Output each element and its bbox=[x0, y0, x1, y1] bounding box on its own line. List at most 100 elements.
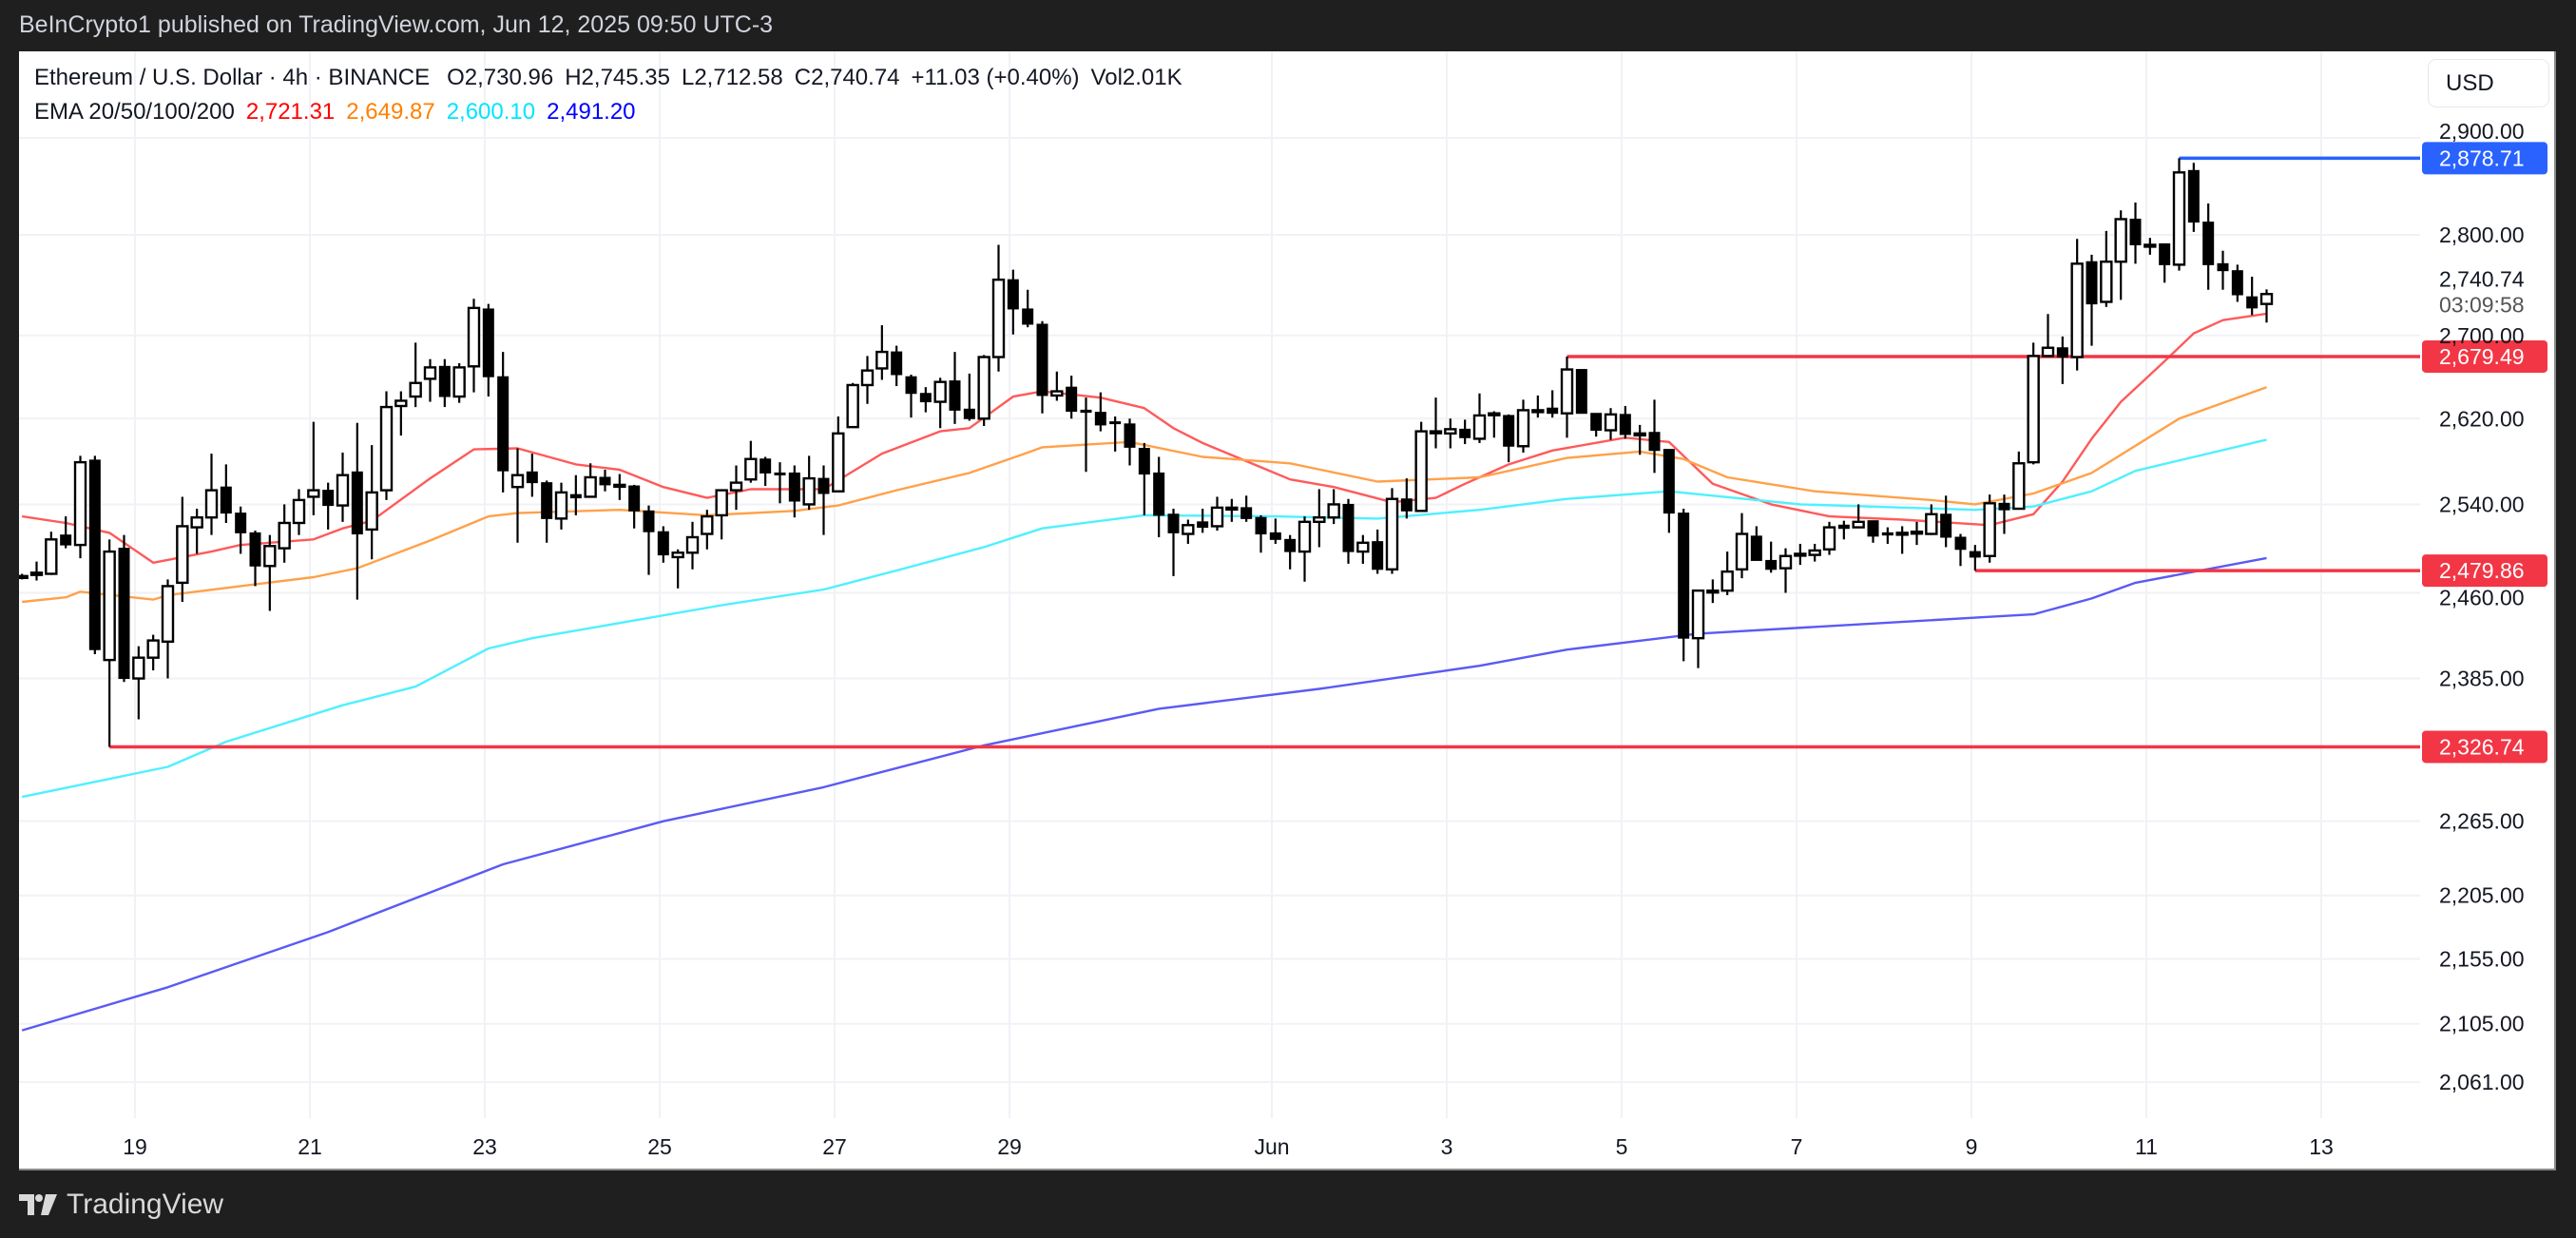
candle-body bbox=[1182, 524, 1195, 535]
candle-down bbox=[949, 352, 961, 424]
candle-body bbox=[1881, 532, 1894, 536]
candle-down bbox=[1750, 526, 1762, 561]
candle-body bbox=[1794, 552, 1807, 557]
candle-up bbox=[1895, 526, 1909, 554]
tradingview-logo-icon bbox=[19, 1194, 57, 1215]
candle-up bbox=[292, 489, 306, 535]
candle-body bbox=[613, 483, 626, 489]
candle-down bbox=[1109, 416, 1122, 452]
candle-body bbox=[1342, 503, 1355, 552]
ema-legend[interactable]: EMA 20/50/100/200 2,721.31 2,649.87 2,600.1… bbox=[34, 99, 647, 126]
time-tick-label: 21 bbox=[298, 1134, 322, 1159]
candle-down bbox=[88, 455, 101, 655]
candle-down bbox=[1969, 545, 1981, 571]
logo-text: TradingView bbox=[67, 1189, 224, 1220]
ema-label: EMA 20/50/100/200 bbox=[34, 99, 235, 125]
currency-button[interactable]: USD bbox=[2428, 59, 2549, 107]
candle-countdown: 03:09:58 bbox=[2439, 292, 2525, 317]
candle-body bbox=[220, 486, 232, 514]
time-tick-label: 11 bbox=[2135, 1134, 2158, 1159]
candle-down bbox=[1954, 533, 1967, 567]
candle-up bbox=[409, 342, 422, 408]
candle-down bbox=[963, 373, 975, 421]
ema50-value: 2,649.87 bbox=[346, 99, 435, 125]
candle-body bbox=[307, 489, 320, 498]
tradingview-logo[interactable]: TradingView bbox=[19, 1189, 223, 1221]
candle-body bbox=[2172, 171, 2186, 266]
candle-body bbox=[1225, 506, 1239, 512]
time-axis[interactable]: 19 21 23 25 27 29 Jun 3 5 7 9 11 13 bbox=[123, 1134, 2334, 1159]
price-tick-label: 2,155.00 bbox=[2439, 946, 2525, 971]
price-tick-label: 2,385.00 bbox=[2439, 667, 2525, 691]
candle-body bbox=[919, 393, 932, 403]
candle-body bbox=[2129, 218, 2142, 245]
candle-up bbox=[1414, 421, 1428, 513]
price-tick-label: 2,700.00 bbox=[2439, 323, 2525, 348]
candle-body bbox=[554, 491, 568, 520]
time-tick-label: 25 bbox=[647, 1134, 672, 1159]
level-lines bbox=[109, 156, 2420, 749]
candle-down bbox=[1022, 289, 1034, 328]
price-tick-label: 2,205.00 bbox=[2439, 883, 2525, 908]
candle-up bbox=[977, 355, 990, 427]
candle-body bbox=[2231, 270, 2243, 296]
candle-up bbox=[1925, 504, 1938, 535]
candle-body bbox=[744, 457, 758, 481]
candle-body bbox=[1575, 369, 1587, 415]
ema-lines bbox=[21, 312, 2267, 1032]
candle-up bbox=[190, 509, 203, 554]
price-axis[interactable]: 2,900.00 2,800.00 2,700.00 2,620.00 2,540.00… bbox=[2439, 119, 2525, 1094]
candle-up bbox=[73, 455, 87, 559]
candle-body bbox=[60, 534, 72, 546]
candle-body bbox=[1124, 423, 1136, 448]
candle-up bbox=[1385, 488, 1399, 574]
candle-down bbox=[220, 464, 232, 523]
candle-up bbox=[103, 539, 116, 747]
price-tick-label: 2,620.00 bbox=[2439, 406, 2525, 431]
candle-up bbox=[2114, 210, 2127, 300]
candle-down bbox=[2187, 163, 2200, 232]
candle-up bbox=[1210, 496, 1224, 532]
candle-body bbox=[1356, 541, 1370, 553]
candle-body bbox=[1313, 516, 1326, 524]
candle-body bbox=[1080, 409, 1092, 414]
candle-down bbox=[1036, 320, 1048, 414]
candle-body bbox=[788, 472, 800, 502]
change-value: +11.03 (+0.40%) bbox=[911, 65, 1080, 90]
candle-up bbox=[2172, 158, 2186, 271]
candle-up bbox=[336, 453, 350, 522]
candle-down bbox=[60, 516, 72, 549]
candle-body bbox=[2056, 347, 2068, 358]
candle-up bbox=[1531, 395, 1545, 418]
symbol-legend: Ethereum / U.S. Dollar · 4h · BINANCE O2,… bbox=[34, 65, 1194, 91]
candle-up bbox=[991, 244, 1006, 372]
candle-body bbox=[891, 351, 903, 376]
price-tick-label: 2,900.00 bbox=[2439, 119, 2525, 144]
candle-body bbox=[1910, 531, 1924, 535]
candle-down bbox=[1080, 397, 1092, 473]
candle-down bbox=[1867, 520, 1879, 543]
candle-body bbox=[73, 460, 87, 547]
candle-body bbox=[729, 481, 743, 492]
ema-200-line bbox=[21, 556, 2267, 1032]
candle-up bbox=[307, 421, 320, 515]
candle-up bbox=[2100, 230, 2113, 307]
symbol-title[interactable]: Ethereum / U.S. Dollar · 4h · BINANCE bbox=[34, 65, 431, 90]
candle-body bbox=[1983, 502, 1996, 557]
candle-down bbox=[1503, 414, 1515, 463]
candle-down bbox=[118, 534, 130, 683]
candle-up bbox=[1778, 548, 1793, 593]
candle-body bbox=[322, 490, 335, 507]
candle-down bbox=[526, 454, 538, 497]
candle-body bbox=[1385, 497, 1399, 571]
candle-body bbox=[409, 381, 422, 398]
candle-body bbox=[1691, 589, 1705, 640]
candle-body bbox=[1269, 532, 1281, 540]
candle-body bbox=[628, 485, 641, 512]
candle-body bbox=[905, 376, 917, 395]
candle-up bbox=[671, 549, 684, 589]
candle-body bbox=[1459, 428, 1471, 438]
candle-body bbox=[1066, 386, 1078, 413]
candle-up bbox=[176, 496, 189, 602]
